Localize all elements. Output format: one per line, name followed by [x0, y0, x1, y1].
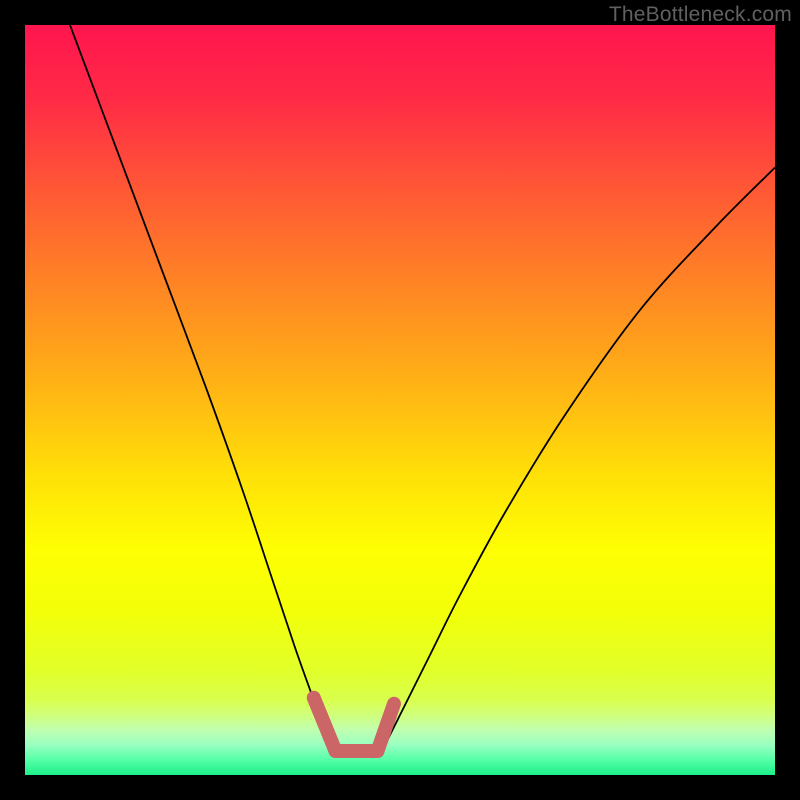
trough-highlight-right	[378, 704, 395, 751]
watermark-text: TheBottleneck.com	[609, 3, 792, 27]
curve-left-branch	[70, 25, 333, 745]
bottleneck-curve	[25, 25, 775, 775]
trough-highlight-left	[314, 698, 336, 751]
curve-right-branch	[385, 168, 775, 746]
plot-area	[25, 25, 775, 775]
